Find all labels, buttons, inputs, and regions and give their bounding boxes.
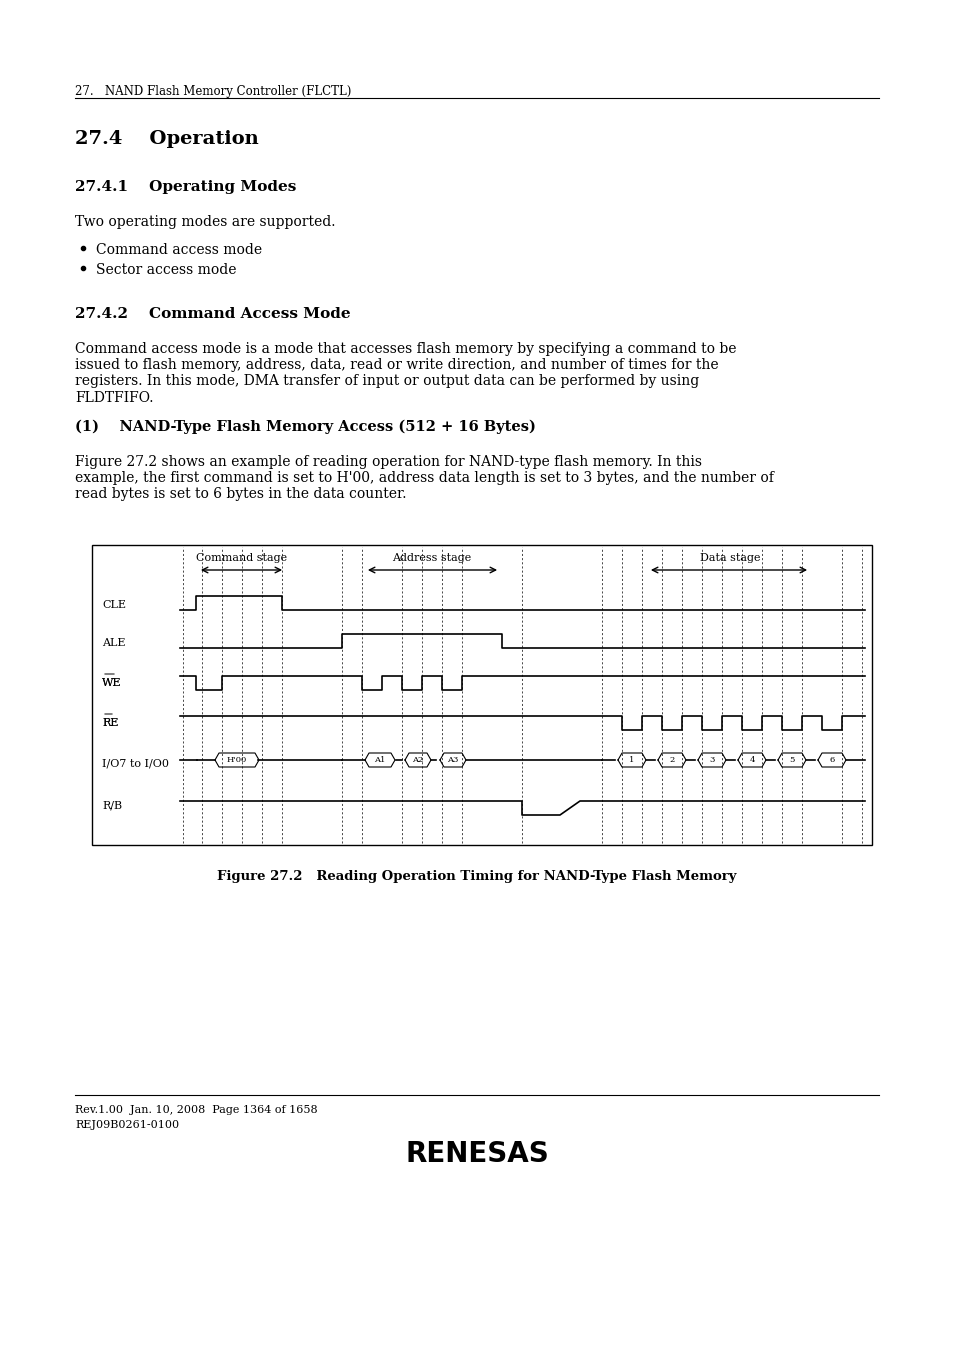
Text: 6: 6 xyxy=(828,756,834,764)
Text: ALE: ALE xyxy=(102,639,126,648)
Text: RENESAS: RENESAS xyxy=(405,1139,548,1168)
Text: RE: RE xyxy=(102,718,118,728)
Text: R/B: R/B xyxy=(102,801,122,810)
Text: Figure 27.2 shows an example of reading operation for NAND-type flash memory. In: Figure 27.2 shows an example of reading … xyxy=(75,455,773,501)
Text: RE: RE xyxy=(102,718,118,728)
Text: A1: A1 xyxy=(374,756,385,764)
Text: H'00: H'00 xyxy=(227,756,247,764)
Text: CLE: CLE xyxy=(102,599,126,610)
Text: Command access mode: Command access mode xyxy=(96,243,262,256)
Text: 3: 3 xyxy=(709,756,714,764)
Text: Sector access mode: Sector access mode xyxy=(96,263,236,277)
Text: 2: 2 xyxy=(669,756,674,764)
Text: Command stage: Command stage xyxy=(196,554,287,563)
Text: (1)    NAND-Type Flash Memory Access (512 + 16 Bytes): (1) NAND-Type Flash Memory Access (512 +… xyxy=(75,420,536,435)
Text: REJ09B0261-0100: REJ09B0261-0100 xyxy=(75,1120,179,1130)
Text: Address stage: Address stage xyxy=(392,554,471,563)
Text: Two operating modes are supported.: Two operating modes are supported. xyxy=(75,215,335,230)
Text: 5: 5 xyxy=(788,756,794,764)
Text: 4: 4 xyxy=(748,756,754,764)
Text: Data stage: Data stage xyxy=(699,554,760,563)
Text: 27.4.2    Command Access Mode: 27.4.2 Command Access Mode xyxy=(75,306,351,321)
Text: Command access mode is a mode that accesses flash memory by specifying a command: Command access mode is a mode that acces… xyxy=(75,342,736,405)
Text: 1: 1 xyxy=(629,756,634,764)
Text: 27.   NAND Flash Memory Controller (FLCTL): 27. NAND Flash Memory Controller (FLCTL) xyxy=(75,85,351,99)
Bar xyxy=(91,545,871,845)
Text: 27.4    Operation: 27.4 Operation xyxy=(75,130,258,148)
Text: 27.4.1    Operating Modes: 27.4.1 Operating Modes xyxy=(75,180,296,194)
Text: A3: A3 xyxy=(447,756,458,764)
Text: WE: WE xyxy=(102,678,121,688)
Text: Rev.1.00  Jan. 10, 2008  Page 1364 of 1658: Rev.1.00 Jan. 10, 2008 Page 1364 of 1658 xyxy=(75,1106,317,1115)
Text: I/O7 to I/O0: I/O7 to I/O0 xyxy=(102,757,169,768)
Text: Figure 27.2   Reading Operation Timing for NAND-Type Flash Memory: Figure 27.2 Reading Operation Timing for… xyxy=(217,869,736,883)
Text: A2: A2 xyxy=(412,756,423,764)
Text: WE: WE xyxy=(102,678,121,688)
